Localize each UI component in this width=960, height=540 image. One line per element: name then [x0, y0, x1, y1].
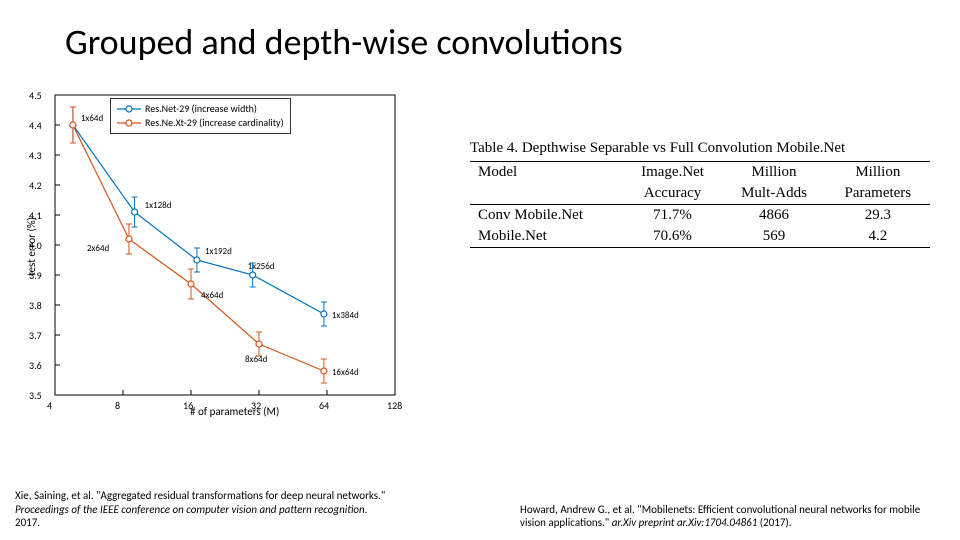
table-cell: 29.3 [826, 205, 930, 227]
y-tick-label: 4.1 [29, 209, 42, 222]
table-caption: Table 4. Depthwise Separable vs Full Con… [470, 140, 930, 157]
point-label: 2x64d [87, 243, 109, 254]
chart-container: test error (%) # of parameters (M) Res.N… [10, 80, 410, 440]
table-cell: 71.7% [623, 205, 723, 227]
x-axis-label: # of parameters (M) [190, 405, 279, 418]
table-subheader: Mult-Adds [722, 183, 825, 205]
slide-title: Grouped and depth-wise convolutions [65, 20, 623, 64]
chart-svg [10, 80, 410, 440]
y-tick-label: 3.6 [29, 359, 42, 372]
table-header: Model [470, 162, 623, 184]
x-tick-label: 16 [183, 399, 193, 412]
chart-legend: Res.Net-29 (increase width)Res.Ne.Xt-29 … [110, 98, 291, 134]
point-label: 1x256d [248, 261, 275, 272]
y-tick-label: 4.4 [29, 119, 42, 132]
x-tick-label: 128 [387, 399, 402, 412]
legend-row: Res.Ne.Xt-29 (increase cardinality) [117, 116, 284, 130]
citation-italic: Proceedings of the IEEE conference on co… [15, 503, 367, 516]
table-subheader [470, 183, 623, 205]
table-cell: 569 [722, 226, 825, 248]
citation-left: Xie, Saining, et al. "Aggregated residua… [15, 489, 395, 530]
legend-label: Res.Net-29 (increase width) [145, 102, 257, 116]
x-tick-label: 8 [115, 399, 120, 412]
y-tick-label: 3.8 [29, 299, 42, 312]
legend-marker-icon [117, 118, 141, 128]
point-label: 1x384d [332, 310, 359, 321]
y-tick-label: 3.9 [29, 269, 42, 282]
table-subheader: Parameters [826, 183, 930, 205]
table-container: Table 4. Depthwise Separable vs Full Con… [470, 140, 930, 248]
table-cell: 4866 [722, 205, 825, 227]
table-row: Conv Mobile.Net71.7%486629.3 [470, 205, 930, 227]
point-label: 16x64d [332, 367, 359, 378]
table-header: Million [722, 162, 825, 184]
y-tick-label: 3.7 [29, 329, 42, 342]
point-label: 4x64d [201, 290, 223, 301]
point-label: 1x128d [145, 200, 172, 211]
table-row: Mobile.Net70.6%5694.2 [470, 226, 930, 248]
legend-marker-icon [117, 104, 141, 114]
citation-right: Howard, Andrew G., et al. "Mobilenets: E… [520, 503, 940, 531]
table-cell: 4.2 [826, 226, 930, 248]
x-tick-label: 32 [251, 399, 261, 412]
y-tick-label: 4.3 [29, 149, 42, 162]
table-subheader: Accuracy [623, 183, 723, 205]
x-tick-label: 4 [47, 399, 52, 412]
y-tick-label: 4.2 [29, 179, 42, 192]
table-cell: Conv Mobile.Net [470, 205, 623, 227]
table-cell: Mobile.Net [470, 226, 623, 248]
y-tick-label: 3.5 [29, 389, 42, 402]
citation-suffix: (2017). [757, 516, 791, 529]
legend-label: Res.Ne.Xt-29 (increase cardinality) [145, 116, 284, 130]
point-label: 8x64d [245, 354, 267, 365]
table-header: Image.Net [623, 162, 723, 184]
citation-italic: ar.Xiv preprint ar.Xiv:1704.04861 [612, 516, 758, 529]
table-header: Million [826, 162, 930, 184]
y-tick-label: 4.0 [29, 239, 42, 252]
data-table: ModelImage.NetMillionMillionAccuracyMult… [470, 161, 930, 248]
point-label: 1x192d [205, 246, 232, 257]
citation-suffix: 2017. [15, 516, 40, 529]
point-label: 1x64d [81, 113, 103, 124]
x-tick-label: 64 [319, 399, 329, 412]
table-cell: 70.6% [623, 226, 723, 248]
y-tick-label: 4.5 [29, 89, 42, 102]
legend-row: Res.Net-29 (increase width) [117, 102, 284, 116]
citation-text: Xie, Saining, et al. "Aggregated residua… [15, 489, 385, 502]
